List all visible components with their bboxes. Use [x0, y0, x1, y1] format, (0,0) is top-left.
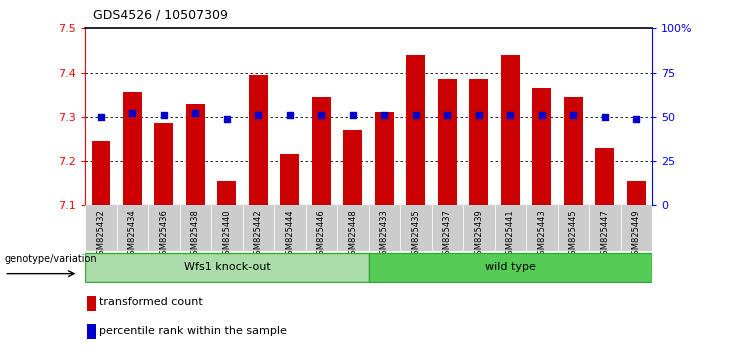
- Bar: [595, 148, 614, 205]
- Text: GSM825436: GSM825436: [159, 209, 168, 260]
- Point: [221, 116, 233, 121]
- Bar: [368, 253, 652, 282]
- Point: [95, 114, 107, 120]
- Bar: [627, 181, 646, 205]
- Text: wild type: wild type: [485, 262, 536, 272]
- Text: Wfs1 knock-out: Wfs1 knock-out: [184, 262, 270, 272]
- Text: GSM825447: GSM825447: [600, 209, 609, 260]
- Point: [284, 112, 296, 118]
- Bar: [280, 154, 299, 205]
- Point: [253, 112, 265, 118]
- Point: [347, 112, 359, 118]
- Bar: [154, 124, 173, 205]
- Bar: [179, 205, 211, 251]
- Point: [631, 116, 642, 121]
- Point: [442, 112, 453, 118]
- Bar: [148, 205, 179, 251]
- Bar: [344, 130, 362, 205]
- Bar: [85, 205, 117, 251]
- Bar: [470, 79, 488, 205]
- Bar: [621, 205, 652, 251]
- Text: GDS4526 / 10507309: GDS4526 / 10507309: [93, 8, 227, 21]
- Bar: [557, 205, 589, 251]
- Text: GSM825446: GSM825446: [317, 209, 326, 260]
- Bar: [274, 205, 306, 251]
- Point: [190, 110, 202, 116]
- Text: GSM825438: GSM825438: [191, 209, 200, 260]
- Text: GSM825434: GSM825434: [128, 209, 137, 260]
- Bar: [123, 92, 142, 205]
- Text: GSM825449: GSM825449: [632, 209, 641, 259]
- Bar: [117, 205, 148, 251]
- Bar: [85, 253, 369, 282]
- Bar: [406, 55, 425, 205]
- Bar: [564, 97, 582, 205]
- Bar: [87, 324, 96, 339]
- Bar: [495, 205, 526, 251]
- Text: GSM825444: GSM825444: [285, 209, 294, 259]
- Text: GSM825439: GSM825439: [474, 209, 483, 260]
- Bar: [243, 205, 274, 251]
- Text: transformed count: transformed count: [99, 297, 203, 307]
- Text: GSM825441: GSM825441: [506, 209, 515, 259]
- Bar: [306, 205, 337, 251]
- Bar: [526, 205, 557, 251]
- Text: GSM825432: GSM825432: [96, 209, 105, 260]
- Bar: [92, 141, 110, 205]
- Text: GSM825433: GSM825433: [380, 209, 389, 260]
- Text: GSM825445: GSM825445: [569, 209, 578, 259]
- Bar: [589, 205, 620, 251]
- Point: [599, 114, 611, 120]
- Bar: [463, 205, 495, 251]
- Text: GSM825442: GSM825442: [254, 209, 263, 259]
- Text: GSM825440: GSM825440: [222, 209, 231, 259]
- Bar: [87, 296, 96, 311]
- Text: genotype/variation: genotype/variation: [4, 254, 97, 264]
- Text: percentile rank within the sample: percentile rank within the sample: [99, 326, 287, 336]
- Bar: [431, 205, 463, 251]
- Bar: [211, 205, 243, 251]
- Point: [473, 112, 485, 118]
- Bar: [438, 79, 456, 205]
- Bar: [186, 103, 205, 205]
- Point: [158, 112, 170, 118]
- Point: [316, 112, 328, 118]
- Bar: [218, 181, 236, 205]
- Bar: [532, 88, 551, 205]
- Text: GSM825437: GSM825437: [443, 209, 452, 260]
- Bar: [368, 205, 400, 251]
- Point: [410, 112, 422, 118]
- Bar: [312, 97, 330, 205]
- Bar: [375, 112, 393, 205]
- Point: [379, 112, 391, 118]
- Bar: [249, 75, 268, 205]
- Text: GSM825448: GSM825448: [348, 209, 357, 260]
- Point: [505, 112, 516, 118]
- Text: GSM825443: GSM825443: [537, 209, 546, 260]
- Bar: [400, 205, 431, 251]
- Text: GSM825435: GSM825435: [411, 209, 420, 260]
- Bar: [501, 55, 520, 205]
- Point: [536, 112, 548, 118]
- Bar: [337, 205, 368, 251]
- Point: [127, 110, 139, 116]
- Point: [568, 112, 579, 118]
